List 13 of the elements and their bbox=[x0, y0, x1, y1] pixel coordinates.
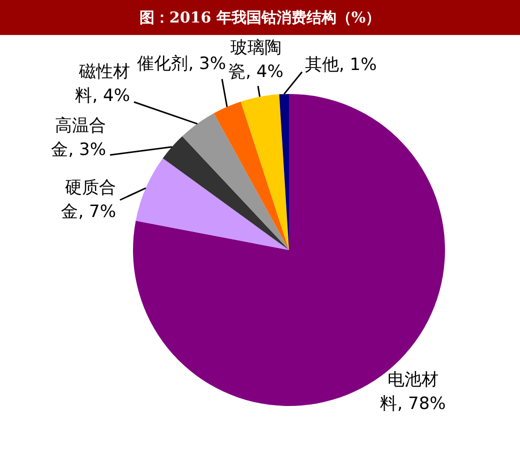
slice-label: 其他, 1% bbox=[305, 55, 377, 75]
slice-label: 硬质合金, 7% bbox=[61, 178, 116, 222]
chart-title: 图：2016 年我国钴消费结构（%） bbox=[139, 8, 381, 26]
pie-slice bbox=[240, 94, 289, 250]
pie-slice bbox=[182, 113, 289, 250]
slice-label: 玻璃陶瓷, 4% bbox=[228, 38, 284, 82]
pie-slice bbox=[136, 158, 289, 250]
slice-label: 电池材料, 78% bbox=[380, 370, 446, 414]
slice-label: 磁性材料, 4% bbox=[75, 62, 130, 106]
pie-slice bbox=[162, 136, 289, 250]
pie-slice bbox=[214, 102, 289, 250]
slice-label: 高温合金, 3% bbox=[51, 116, 106, 160]
slice-label: 催化剂, 3% bbox=[137, 54, 226, 74]
